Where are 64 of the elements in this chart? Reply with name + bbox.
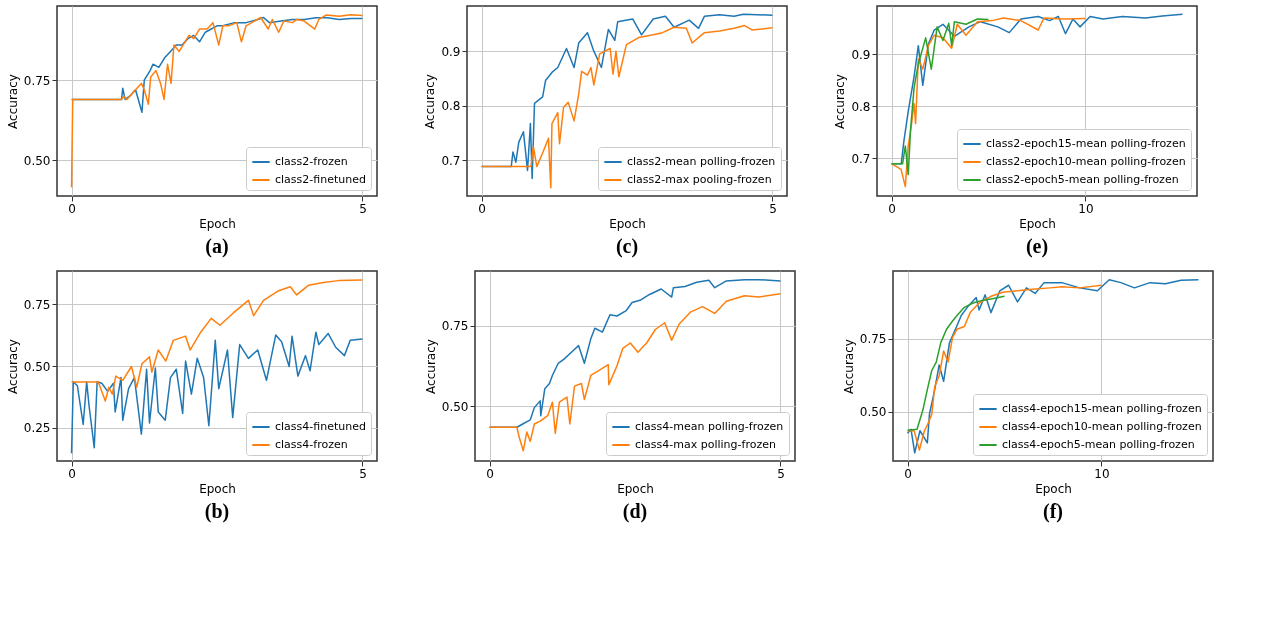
x-axis-title: Epoch <box>199 216 236 231</box>
y-tick-label: 0.8 <box>851 99 871 114</box>
line-series <box>70 13 364 189</box>
text: (f) <box>1043 500 1063 523</box>
legend-label: class4-max polling-frozen <box>635 438 776 451</box>
line-series <box>70 279 364 402</box>
y-axis-title: Accuracy <box>423 339 438 394</box>
y-tick-label: 0.75 <box>859 332 887 347</box>
y-tick-label: 0.50 <box>23 359 51 374</box>
legend-label: class2-frozen <box>275 155 348 168</box>
x-tick-label: 10 <box>1078 201 1094 216</box>
legend-label: class2-max pooling-frozen <box>627 173 772 186</box>
x-tick-label: 0 <box>68 201 76 216</box>
y-tick-label: 0.75 <box>23 73 51 88</box>
legend-label: class2-epoch5-mean polling-frozen <box>986 173 1179 186</box>
y-tick-label: 0.50 <box>859 405 887 420</box>
legend-label: class2-finetuned <box>275 173 366 186</box>
y-tick-label: 0.25 <box>23 421 51 436</box>
x-tick-label: 0 <box>888 201 896 216</box>
y-axis-title: Accuracy <box>423 74 438 129</box>
y-axis-title: Accuracy <box>833 74 848 129</box>
legend-label: class4-epoch10-mean polling-frozen <box>1002 420 1202 433</box>
y-tick-label: 0.9 <box>851 47 871 62</box>
y-tick-label: 0.9 <box>441 44 461 59</box>
y-tick-label: 0.7 <box>441 153 461 168</box>
y-axis-title: Accuracy <box>841 339 856 394</box>
text: (b) <box>204 500 230 523</box>
legend-label: class2-epoch15-mean polling-frozen <box>986 137 1186 150</box>
x-tick-label: 10 <box>1094 466 1110 481</box>
legend-label: class4-epoch15-mean polling-frozen <box>1002 402 1202 415</box>
x-tick-label: 5 <box>769 201 777 216</box>
x-tick-label: 0 <box>68 466 76 481</box>
y-axis-title: Accuracy <box>5 339 20 394</box>
x-tick-label: 0 <box>486 466 494 481</box>
legend-label: class4-frozen <box>275 438 348 451</box>
y-tick-label: 0.75 <box>441 319 469 334</box>
line-series <box>906 278 1200 454</box>
y-tick-label: 0.8 <box>441 99 461 114</box>
text: (a) <box>205 235 229 258</box>
y-tick-label: 0.75 <box>23 297 51 312</box>
text: (e) <box>1025 235 1049 258</box>
x-tick-label: 5 <box>777 466 785 481</box>
x-tick-label: 0 <box>904 466 912 481</box>
legend-label: class4-finetuned <box>275 420 366 433</box>
y-tick-label: 0.7 <box>851 151 871 166</box>
x-axis-title: Epoch <box>1019 216 1056 231</box>
y-tick-label: 0.50 <box>441 399 469 414</box>
legend-label: class4-epoch5-mean polling-frozen <box>1002 438 1195 451</box>
text: (d) <box>622 500 648 523</box>
legend-label: class2-epoch10-mean polling-frozen <box>986 155 1186 168</box>
text: (c) <box>615 235 639 258</box>
x-axis-title: Epoch <box>617 481 654 496</box>
x-axis-title: Epoch <box>199 481 236 496</box>
line-series <box>488 293 782 452</box>
line-series <box>70 331 364 455</box>
x-tick-label: 5 <box>359 466 367 481</box>
x-axis-title: Epoch <box>1035 481 1072 496</box>
y-tick-label: 0.50 <box>23 153 51 168</box>
legend-label: class4-mean polling-frozen <box>635 420 784 433</box>
legend-label: class2-mean polling-frozen <box>627 155 776 168</box>
y-axis-title: Accuracy <box>5 74 20 129</box>
x-tick-label: 5 <box>359 201 367 216</box>
x-tick-label: 0 <box>478 201 486 216</box>
x-axis-title: Epoch <box>609 216 646 231</box>
